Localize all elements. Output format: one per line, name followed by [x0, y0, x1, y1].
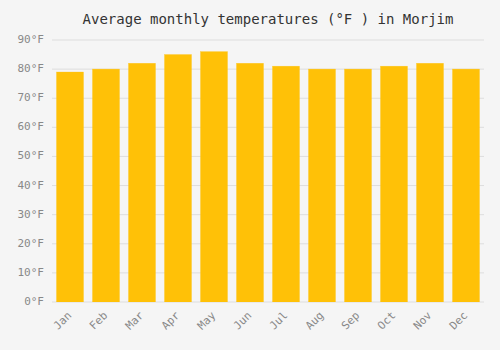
y-tick-label: 50°F — [18, 149, 45, 162]
x-tick-label: Feb — [87, 309, 110, 332]
y-tick-label: 30°F — [18, 208, 45, 221]
x-tick-label: Aug — [303, 309, 326, 332]
grid-line — [52, 40, 484, 41]
y-tick-label: 20°F — [18, 237, 45, 250]
x-tick-label: Dec — [447, 309, 470, 332]
y-tick-label: 80°F — [18, 62, 45, 75]
y-tick-label: 40°F — [18, 179, 45, 192]
bar — [381, 66, 408, 302]
bar — [273, 66, 300, 302]
bar — [417, 63, 444, 302]
bars — [57, 52, 480, 302]
bar — [201, 52, 228, 302]
bar — [453, 69, 480, 302]
x-tick-label: Jan — [51, 309, 74, 332]
y-tick-label: 0°F — [24, 295, 44, 308]
bar — [165, 55, 192, 302]
bar — [309, 69, 336, 302]
bar — [237, 63, 264, 302]
x-tick-label: Nov — [411, 309, 435, 333]
background — [0, 0, 500, 350]
x-tick-label: May — [195, 309, 219, 333]
grid — [52, 40, 484, 302]
y-tick-label: 60°F — [18, 120, 45, 133]
x-tick-label: Sep — [339, 309, 362, 332]
x-tick-label: Oct — [375, 309, 398, 332]
bar — [345, 69, 372, 302]
bar — [129, 63, 156, 302]
title: Average monthly temperatures (°F ) in Mo… — [83, 11, 454, 27]
y-tick-label: 70°F — [18, 91, 45, 104]
x-tick-label: Jul — [267, 309, 290, 332]
chart: Average monthly temperatures (°F ) in Mo… — [0, 0, 500, 350]
x-tick-label: Apr — [159, 309, 183, 333]
x-tick-label: Jun — [231, 309, 254, 332]
bar — [93, 69, 120, 302]
y-tick-label: 10°F — [18, 266, 45, 279]
x-tick-label: Mar — [123, 309, 147, 333]
y-tick-label: 90°F — [18, 33, 45, 46]
bar — [57, 72, 84, 302]
